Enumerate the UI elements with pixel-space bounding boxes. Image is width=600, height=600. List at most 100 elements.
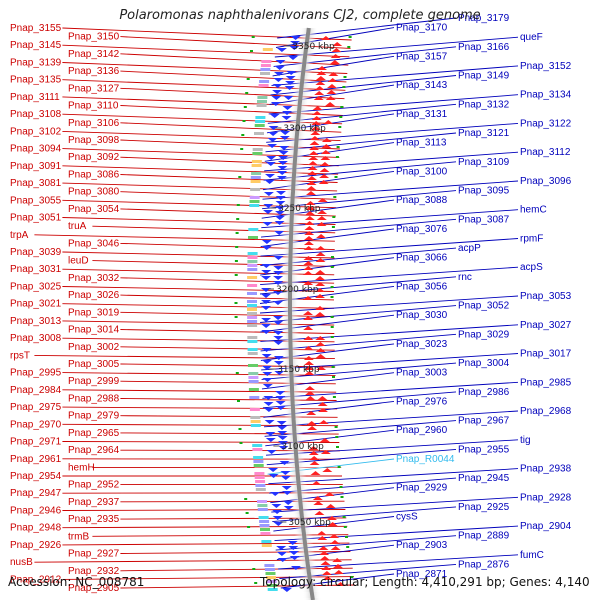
gene-feature bbox=[272, 510, 283, 514]
label-leader-right bbox=[260, 238, 519, 257]
gene-label-right: Pnap_3157 bbox=[396, 51, 448, 62]
gene-feature bbox=[319, 556, 330, 560]
gene-feature bbox=[330, 266, 334, 268]
gene-feature bbox=[308, 446, 319, 450]
label-leader-left bbox=[120, 311, 335, 318]
gene-feature bbox=[273, 316, 284, 320]
gene-feature bbox=[321, 571, 332, 575]
gene-feature bbox=[260, 68, 271, 71]
gene-feature bbox=[328, 72, 339, 76]
gene-label-right: Pnap_3056 bbox=[396, 281, 448, 292]
gene-feature bbox=[274, 231, 285, 235]
gene-feature bbox=[282, 111, 292, 115]
gene-feature bbox=[275, 201, 286, 205]
gene-feature bbox=[329, 534, 340, 538]
gene-feature bbox=[264, 564, 275, 567]
feature-track bbox=[234, 36, 258, 584]
gene-feature bbox=[303, 326, 314, 330]
gene-label-right: Pnap_2871 bbox=[396, 569, 448, 580]
label-leader-left bbox=[120, 415, 338, 418]
gene-feature bbox=[307, 161, 318, 165]
gene-feature bbox=[268, 126, 279, 130]
gene-feature bbox=[279, 146, 289, 150]
label-leader-right bbox=[280, 573, 395, 589]
gene-feature bbox=[317, 536, 328, 540]
gene-feature bbox=[307, 171, 318, 175]
gene-label-right: Pnap_2929 bbox=[396, 483, 448, 494]
gene-feature bbox=[288, 546, 299, 550]
gene-feature bbox=[325, 102, 336, 106]
topology-text: Topology: circular; Length: 4,410,291 bp… bbox=[260, 575, 590, 589]
gene-feature bbox=[265, 162, 276, 166]
gene-label-left: truA bbox=[68, 221, 87, 232]
label-leader-right bbox=[265, 439, 519, 456]
gene-feature bbox=[305, 396, 316, 400]
feature-track bbox=[315, 42, 346, 586]
gene-feature bbox=[249, 408, 260, 411]
gene-label-right: Pnap_3112 bbox=[520, 147, 571, 158]
gene-feature bbox=[247, 284, 258, 287]
gene-feature bbox=[311, 116, 322, 120]
gene-feature bbox=[249, 196, 260, 199]
gene-label-left: Pnap_3013 bbox=[10, 316, 62, 327]
gene-label-left: Pnap_3008 bbox=[10, 333, 62, 344]
gene-feature bbox=[247, 336, 258, 339]
gene-feature bbox=[273, 522, 284, 526]
gene-feature bbox=[303, 296, 313, 300]
gene-feature bbox=[283, 506, 294, 510]
gene-feature bbox=[316, 366, 327, 370]
gene-label-left: Pnap_2970 bbox=[10, 419, 62, 430]
gene-feature bbox=[265, 174, 275, 178]
gene-feature bbox=[303, 246, 314, 250]
gene-feature bbox=[250, 416, 261, 419]
gene-feature bbox=[247, 324, 258, 327]
gene-feature bbox=[320, 450, 331, 454]
label-leader-right bbox=[274, 525, 519, 542]
gene-label-left: trpA bbox=[10, 230, 29, 241]
gene-feature bbox=[303, 311, 313, 315]
gene-label-right: Pnap_2889 bbox=[458, 531, 510, 542]
gene-feature bbox=[250, 420, 261, 423]
gene-feature bbox=[262, 372, 273, 376]
gene-feature bbox=[276, 546, 287, 550]
gene-label-left: nusB bbox=[10, 557, 33, 568]
gene-label-right: Pnap_3029 bbox=[458, 329, 510, 340]
label-leader-left bbox=[120, 329, 335, 334]
gene-label-right: Pnap_3132 bbox=[458, 99, 510, 110]
gene-feature bbox=[235, 246, 239, 248]
gene-feature bbox=[270, 492, 281, 496]
gene-feature bbox=[234, 274, 238, 276]
gene-feature bbox=[260, 72, 270, 75]
feature-track bbox=[247, 48, 278, 591]
gene-feature bbox=[334, 426, 338, 428]
gene-feature bbox=[254, 124, 265, 127]
gene-feature bbox=[319, 551, 330, 555]
label-leader-left bbox=[120, 70, 347, 83]
gene-feature bbox=[259, 524, 270, 527]
gene-feature bbox=[315, 81, 326, 85]
gene-feature bbox=[303, 261, 314, 265]
gene-feature bbox=[340, 106, 344, 108]
gene-feature bbox=[285, 76, 296, 80]
gene-feature bbox=[330, 336, 334, 338]
gene-feature bbox=[317, 66, 327, 70]
gene-label-left: Pnap_3019 bbox=[68, 307, 120, 318]
gene-feature bbox=[273, 356, 284, 360]
label-leader-right bbox=[263, 410, 519, 428]
gene-feature bbox=[247, 264, 258, 267]
gene-label-left: rpsT bbox=[10, 350, 30, 361]
gene-feature bbox=[321, 566, 332, 570]
gene-feature bbox=[335, 582, 346, 586]
gene-label-left: Pnap_3026 bbox=[68, 290, 120, 301]
gene-feature bbox=[264, 420, 275, 424]
gene-feature bbox=[273, 291, 283, 295]
gene-feature bbox=[332, 42, 343, 46]
label-leader-left bbox=[120, 294, 335, 301]
gene-label-left: Pnap_3135 bbox=[10, 75, 62, 86]
gene-feature bbox=[303, 241, 314, 245]
gene-feature bbox=[261, 360, 272, 364]
gene-feature bbox=[315, 288, 325, 292]
gene-feature bbox=[308, 451, 319, 455]
gene-feature bbox=[266, 576, 276, 579]
label-leader-right bbox=[266, 122, 519, 143]
